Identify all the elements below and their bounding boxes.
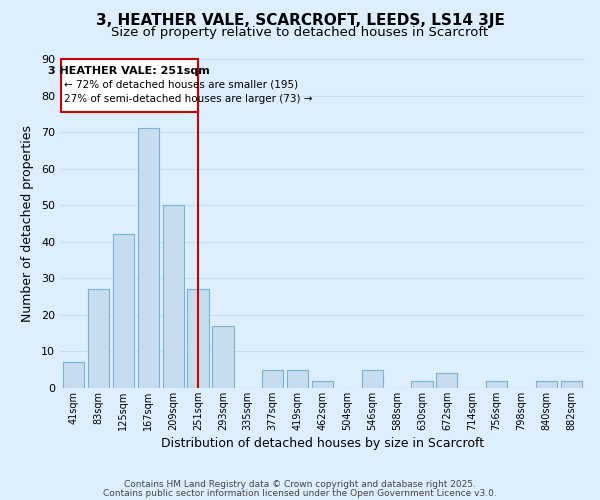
Bar (287, 370, 308, 388)
Bar (212, 326, 233, 388)
Bar (63, 362, 84, 388)
Bar (412, 380, 433, 388)
Bar (137, 128, 159, 388)
Bar (187, 289, 209, 388)
Text: 27% of semi-detached houses are larger (73) →: 27% of semi-detached houses are larger (… (64, 94, 312, 104)
Bar (436, 374, 457, 388)
Bar (113, 234, 134, 388)
Text: 3, HEATHER VALE, SCARCROFT, LEEDS, LS14 3JE: 3, HEATHER VALE, SCARCROFT, LEEDS, LS14 … (95, 12, 505, 28)
Text: Contains public sector information licensed under the Open Government Licence v3: Contains public sector information licen… (103, 488, 497, 498)
Bar (61, 59, 198, 112)
Bar (312, 380, 333, 388)
Y-axis label: Number of detached properties: Number of detached properties (21, 125, 34, 322)
Bar (362, 370, 383, 388)
Bar (262, 370, 283, 388)
Text: ← 72% of detached houses are smaller (195): ← 72% of detached houses are smaller (19… (64, 79, 298, 89)
Text: Size of property relative to detached houses in Scarcroft: Size of property relative to detached ho… (112, 26, 488, 39)
Bar (536, 380, 557, 388)
Bar (486, 380, 507, 388)
Bar (561, 380, 582, 388)
X-axis label: Distribution of detached houses by size in Scarcroft: Distribution of detached houses by size … (161, 437, 484, 450)
Bar (163, 205, 184, 388)
Text: 3 HEATHER VALE: 251sqm: 3 HEATHER VALE: 251sqm (49, 66, 210, 76)
Text: Contains HM Land Registry data © Crown copyright and database right 2025.: Contains HM Land Registry data © Crown c… (124, 480, 476, 489)
Bar (88, 289, 109, 388)
